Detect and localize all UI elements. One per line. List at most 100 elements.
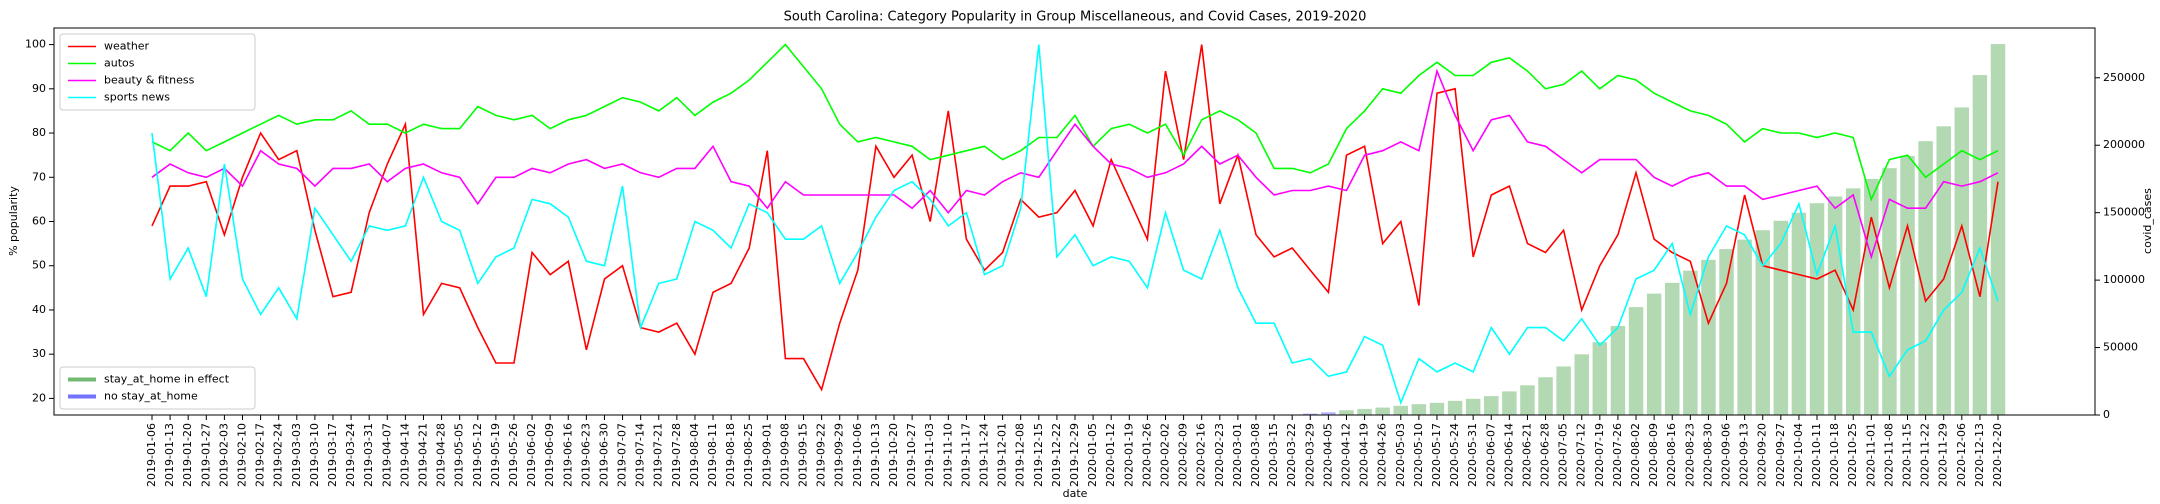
bar bbox=[1864, 178, 1879, 415]
bar bbox=[1465, 398, 1481, 415]
chart-title: South Carolina: Category Popularity in G… bbox=[784, 10, 1367, 25]
x-tick-label: 2019-01-27 bbox=[199, 423, 212, 487]
bar bbox=[1520, 385, 1535, 415]
bar bbox=[1918, 141, 1933, 415]
x-tick-label: 2019-09-22 bbox=[815, 423, 828, 487]
y-axis-label: % popularity bbox=[7, 186, 20, 256]
x-tick-label: 2020-10-11 bbox=[1810, 423, 1823, 487]
y-tick-label: 30 bbox=[32, 347, 46, 360]
x-tick-label: 2019-07-14 bbox=[634, 423, 647, 487]
bar bbox=[1484, 396, 1499, 415]
bar bbox=[1429, 402, 1445, 415]
x-tick-label: 2020-07-12 bbox=[1575, 423, 1588, 487]
x-tick-label: 2020-08-23 bbox=[1683, 423, 1696, 487]
x-tick-label: 2020-03-15 bbox=[1267, 423, 1280, 487]
y2-tick-label: 250000 bbox=[2103, 71, 2145, 84]
y-tick-label: 100 bbox=[25, 38, 46, 51]
x-tick-label: 2020-01-26 bbox=[1140, 423, 1153, 487]
y2-axis-label: covid_cases bbox=[2141, 188, 2154, 254]
x-tick-label: 2020-10-18 bbox=[1828, 423, 1841, 487]
x-tick-label: 2019-04-07 bbox=[380, 423, 393, 487]
x-tick-label: 2019-12-29 bbox=[1068, 423, 1081, 487]
x-tick-label: 2020-01-12 bbox=[1104, 423, 1117, 487]
x-tick-label: 2019-01-13 bbox=[163, 423, 176, 487]
x-tick-label: 2019-02-24 bbox=[272, 423, 285, 487]
bar bbox=[1538, 377, 1553, 415]
x-tick-label: 2019-03-31 bbox=[362, 423, 375, 487]
line bbox=[151, 44, 1999, 392]
x-tick-label: 2019-08-18 bbox=[724, 423, 737, 487]
x-tick-label: 2020-08-09 bbox=[1647, 423, 1660, 487]
x-tick-label: 2019-12-08 bbox=[1014, 423, 1027, 487]
legend-label: sports news bbox=[104, 91, 170, 104]
x-tick-label: 2020-11-01 bbox=[1864, 423, 1877, 487]
plot-frame bbox=[53, 27, 2096, 416]
x-tick-label: 2019-11-03 bbox=[923, 423, 936, 487]
x-tick-label: 2019-05-26 bbox=[507, 423, 520, 487]
bar bbox=[1574, 354, 1589, 415]
y-tick-label: 60 bbox=[32, 215, 46, 228]
bar bbox=[1882, 168, 1897, 415]
x-tick-label: 2019-12-01 bbox=[996, 423, 1009, 487]
legend: weather autos beauty & fitness sports news bbox=[59, 33, 256, 111]
x-tick-label: 2019-01-20 bbox=[181, 423, 194, 487]
x-tick-label: 2019-02-03 bbox=[217, 423, 230, 487]
x-tick-label: 2020-07-26 bbox=[1611, 423, 1624, 487]
x-tick-label: 2019-08-25 bbox=[742, 423, 755, 487]
x-tick-label: 2019-09-08 bbox=[778, 423, 791, 487]
y-tick-label: 20 bbox=[32, 391, 46, 404]
bar bbox=[1556, 366, 1571, 415]
bar bbox=[1411, 404, 1427, 415]
x-tick-label: 2020-06-28 bbox=[1539, 423, 1552, 487]
x-tick-label: 2019-10-27 bbox=[905, 423, 918, 487]
x-tick-label: 2019-11-24 bbox=[978, 423, 991, 487]
y-tick-label: 80 bbox=[32, 126, 46, 139]
bar bbox=[1954, 107, 1970, 416]
x-tick-label: 2019-02-17 bbox=[254, 423, 267, 487]
bar bbox=[1683, 270, 1698, 415]
x-tick-label: 2019-07-07 bbox=[616, 423, 629, 487]
bar bbox=[1936, 126, 1951, 415]
x-tick-label: 2019-06-16 bbox=[561, 423, 574, 487]
x-tick-label: 2019-06-23 bbox=[579, 423, 592, 487]
x-tick-label: 2020-02-09 bbox=[1177, 423, 1190, 487]
bar bbox=[1610, 325, 1626, 415]
x-tick-label: 2019-11-17 bbox=[959, 423, 972, 487]
x-tick-label: 2020-08-02 bbox=[1629, 423, 1642, 487]
bar bbox=[1375, 407, 1390, 415]
bar bbox=[1393, 405, 1409, 415]
x-tick-label: 2020-11-22 bbox=[1919, 423, 1932, 487]
x-tick-label: 2019-09-29 bbox=[833, 423, 846, 487]
x-tick-label: 2020-05-10 bbox=[1412, 423, 1425, 487]
x-tick-label: 2019-07-28 bbox=[670, 423, 683, 487]
x-tick-label: 2019-08-11 bbox=[706, 423, 719, 487]
bar bbox=[1664, 282, 1680, 415]
bar bbox=[1447, 400, 1463, 415]
x-tick-label: 2020-09-06 bbox=[1720, 423, 1733, 487]
bar bbox=[1755, 230, 1770, 415]
bar bbox=[1502, 391, 1517, 415]
bar bbox=[1791, 212, 1807, 415]
y2-tick-label: 50000 bbox=[2103, 341, 2138, 354]
x-tick-label: 2020-06-21 bbox=[1520, 423, 1533, 487]
x-tick-label: 2020-01-05 bbox=[1086, 423, 1099, 487]
x-tick-label: 2019-06-02 bbox=[525, 423, 538, 487]
y2-tick-label: 0 bbox=[2103, 408, 2110, 421]
x-tick-label: 2019-04-21 bbox=[416, 423, 429, 487]
bar bbox=[1701, 259, 1716, 415]
bar bbox=[1719, 249, 1734, 415]
x-tick-label: 2019-04-14 bbox=[398, 423, 411, 487]
x-tick-label: 2020-04-19 bbox=[1358, 423, 1371, 487]
x-tick-label: 2020-10-25 bbox=[1846, 423, 1859, 487]
x-tick-label: 2019-05-05 bbox=[453, 423, 466, 487]
x-tick-label: 2020-11-08 bbox=[1882, 423, 1895, 487]
x-tick-label: 2019-03-10 bbox=[308, 423, 321, 487]
x-tick-label: 2019-03-24 bbox=[344, 423, 357, 487]
x-tick-label: 2020-12-20 bbox=[1991, 423, 2004, 487]
bar bbox=[1339, 410, 1354, 415]
x-tick-label: 2020-02-02 bbox=[1158, 423, 1171, 487]
x-tick-label: 2019-09-01 bbox=[760, 423, 773, 487]
line bbox=[151, 43, 1999, 202]
legend-box bbox=[59, 33, 256, 111]
x-tick-label: 2019-01-06 bbox=[145, 423, 158, 487]
